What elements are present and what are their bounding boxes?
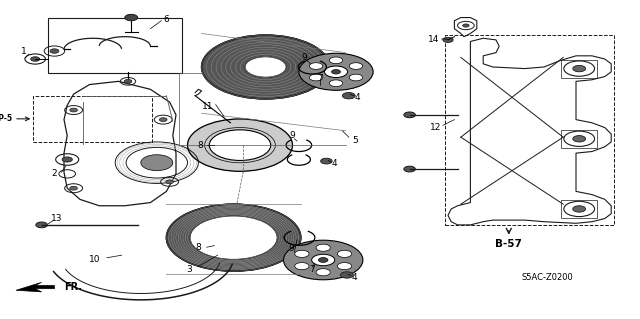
Text: 10: 10 <box>89 256 100 264</box>
Text: 14: 14 <box>428 35 440 44</box>
Text: B-57: B-57 <box>495 239 522 249</box>
Circle shape <box>312 254 335 266</box>
Circle shape <box>463 24 469 27</box>
Circle shape <box>124 79 132 83</box>
Text: 12: 12 <box>429 123 441 132</box>
Circle shape <box>337 263 351 270</box>
Circle shape <box>295 263 309 270</box>
Circle shape <box>316 244 330 251</box>
Circle shape <box>321 158 332 164</box>
Circle shape <box>36 222 47 228</box>
Circle shape <box>324 66 348 78</box>
Circle shape <box>309 74 323 81</box>
Circle shape <box>573 136 586 142</box>
Circle shape <box>404 166 415 172</box>
Text: 5: 5 <box>353 136 358 145</box>
Text: FR.: FR. <box>64 282 82 292</box>
Text: S5AC-Z0200: S5AC-Z0200 <box>522 273 573 282</box>
Circle shape <box>349 63 363 69</box>
Text: 9: 9 <box>289 244 294 253</box>
Text: 9: 9 <box>302 53 307 62</box>
Text: 2: 2 <box>52 169 57 178</box>
Circle shape <box>573 65 586 72</box>
Circle shape <box>209 130 271 160</box>
Text: 11: 11 <box>202 102 214 111</box>
Text: 4: 4 <box>351 273 356 282</box>
Circle shape <box>299 53 373 90</box>
Bar <box>48 18 182 73</box>
Circle shape <box>159 118 167 122</box>
Text: 13: 13 <box>51 214 62 223</box>
Text: BOP-5: BOP-5 <box>0 114 13 123</box>
Circle shape <box>70 186 77 190</box>
Text: 1: 1 <box>21 47 26 56</box>
Circle shape <box>309 63 323 69</box>
Circle shape <box>141 155 173 171</box>
Circle shape <box>62 157 72 162</box>
Circle shape <box>284 240 363 280</box>
Text: 9: 9 <box>290 131 295 140</box>
Circle shape <box>330 80 342 86</box>
Circle shape <box>190 216 277 259</box>
Circle shape <box>342 93 355 99</box>
Text: 8: 8 <box>196 243 201 252</box>
Circle shape <box>31 57 40 61</box>
Text: 7: 7 <box>317 74 323 83</box>
Circle shape <box>50 49 59 53</box>
Circle shape <box>70 108 77 112</box>
Circle shape <box>340 272 353 278</box>
Text: 6: 6 <box>164 15 169 24</box>
Circle shape <box>319 258 328 262</box>
Circle shape <box>404 112 415 118</box>
Circle shape <box>337 250 351 257</box>
Bar <box>561 130 597 148</box>
Text: 4: 4 <box>332 159 337 168</box>
Bar <box>33 96 152 142</box>
Circle shape <box>349 74 363 81</box>
Circle shape <box>443 37 453 42</box>
Circle shape <box>125 14 138 21</box>
Text: 7: 7 <box>310 265 315 274</box>
Text: 4: 4 <box>355 93 360 102</box>
Circle shape <box>295 250 309 257</box>
Circle shape <box>332 70 340 74</box>
Polygon shape <box>16 282 54 292</box>
Circle shape <box>573 206 586 212</box>
Bar <box>561 200 597 218</box>
Circle shape <box>330 57 342 63</box>
Circle shape <box>245 57 286 77</box>
Text: 3: 3 <box>186 265 191 274</box>
Bar <box>445 35 614 225</box>
Circle shape <box>316 269 330 276</box>
Circle shape <box>166 180 173 184</box>
Text: 8: 8 <box>198 141 203 150</box>
Bar <box>561 60 597 78</box>
